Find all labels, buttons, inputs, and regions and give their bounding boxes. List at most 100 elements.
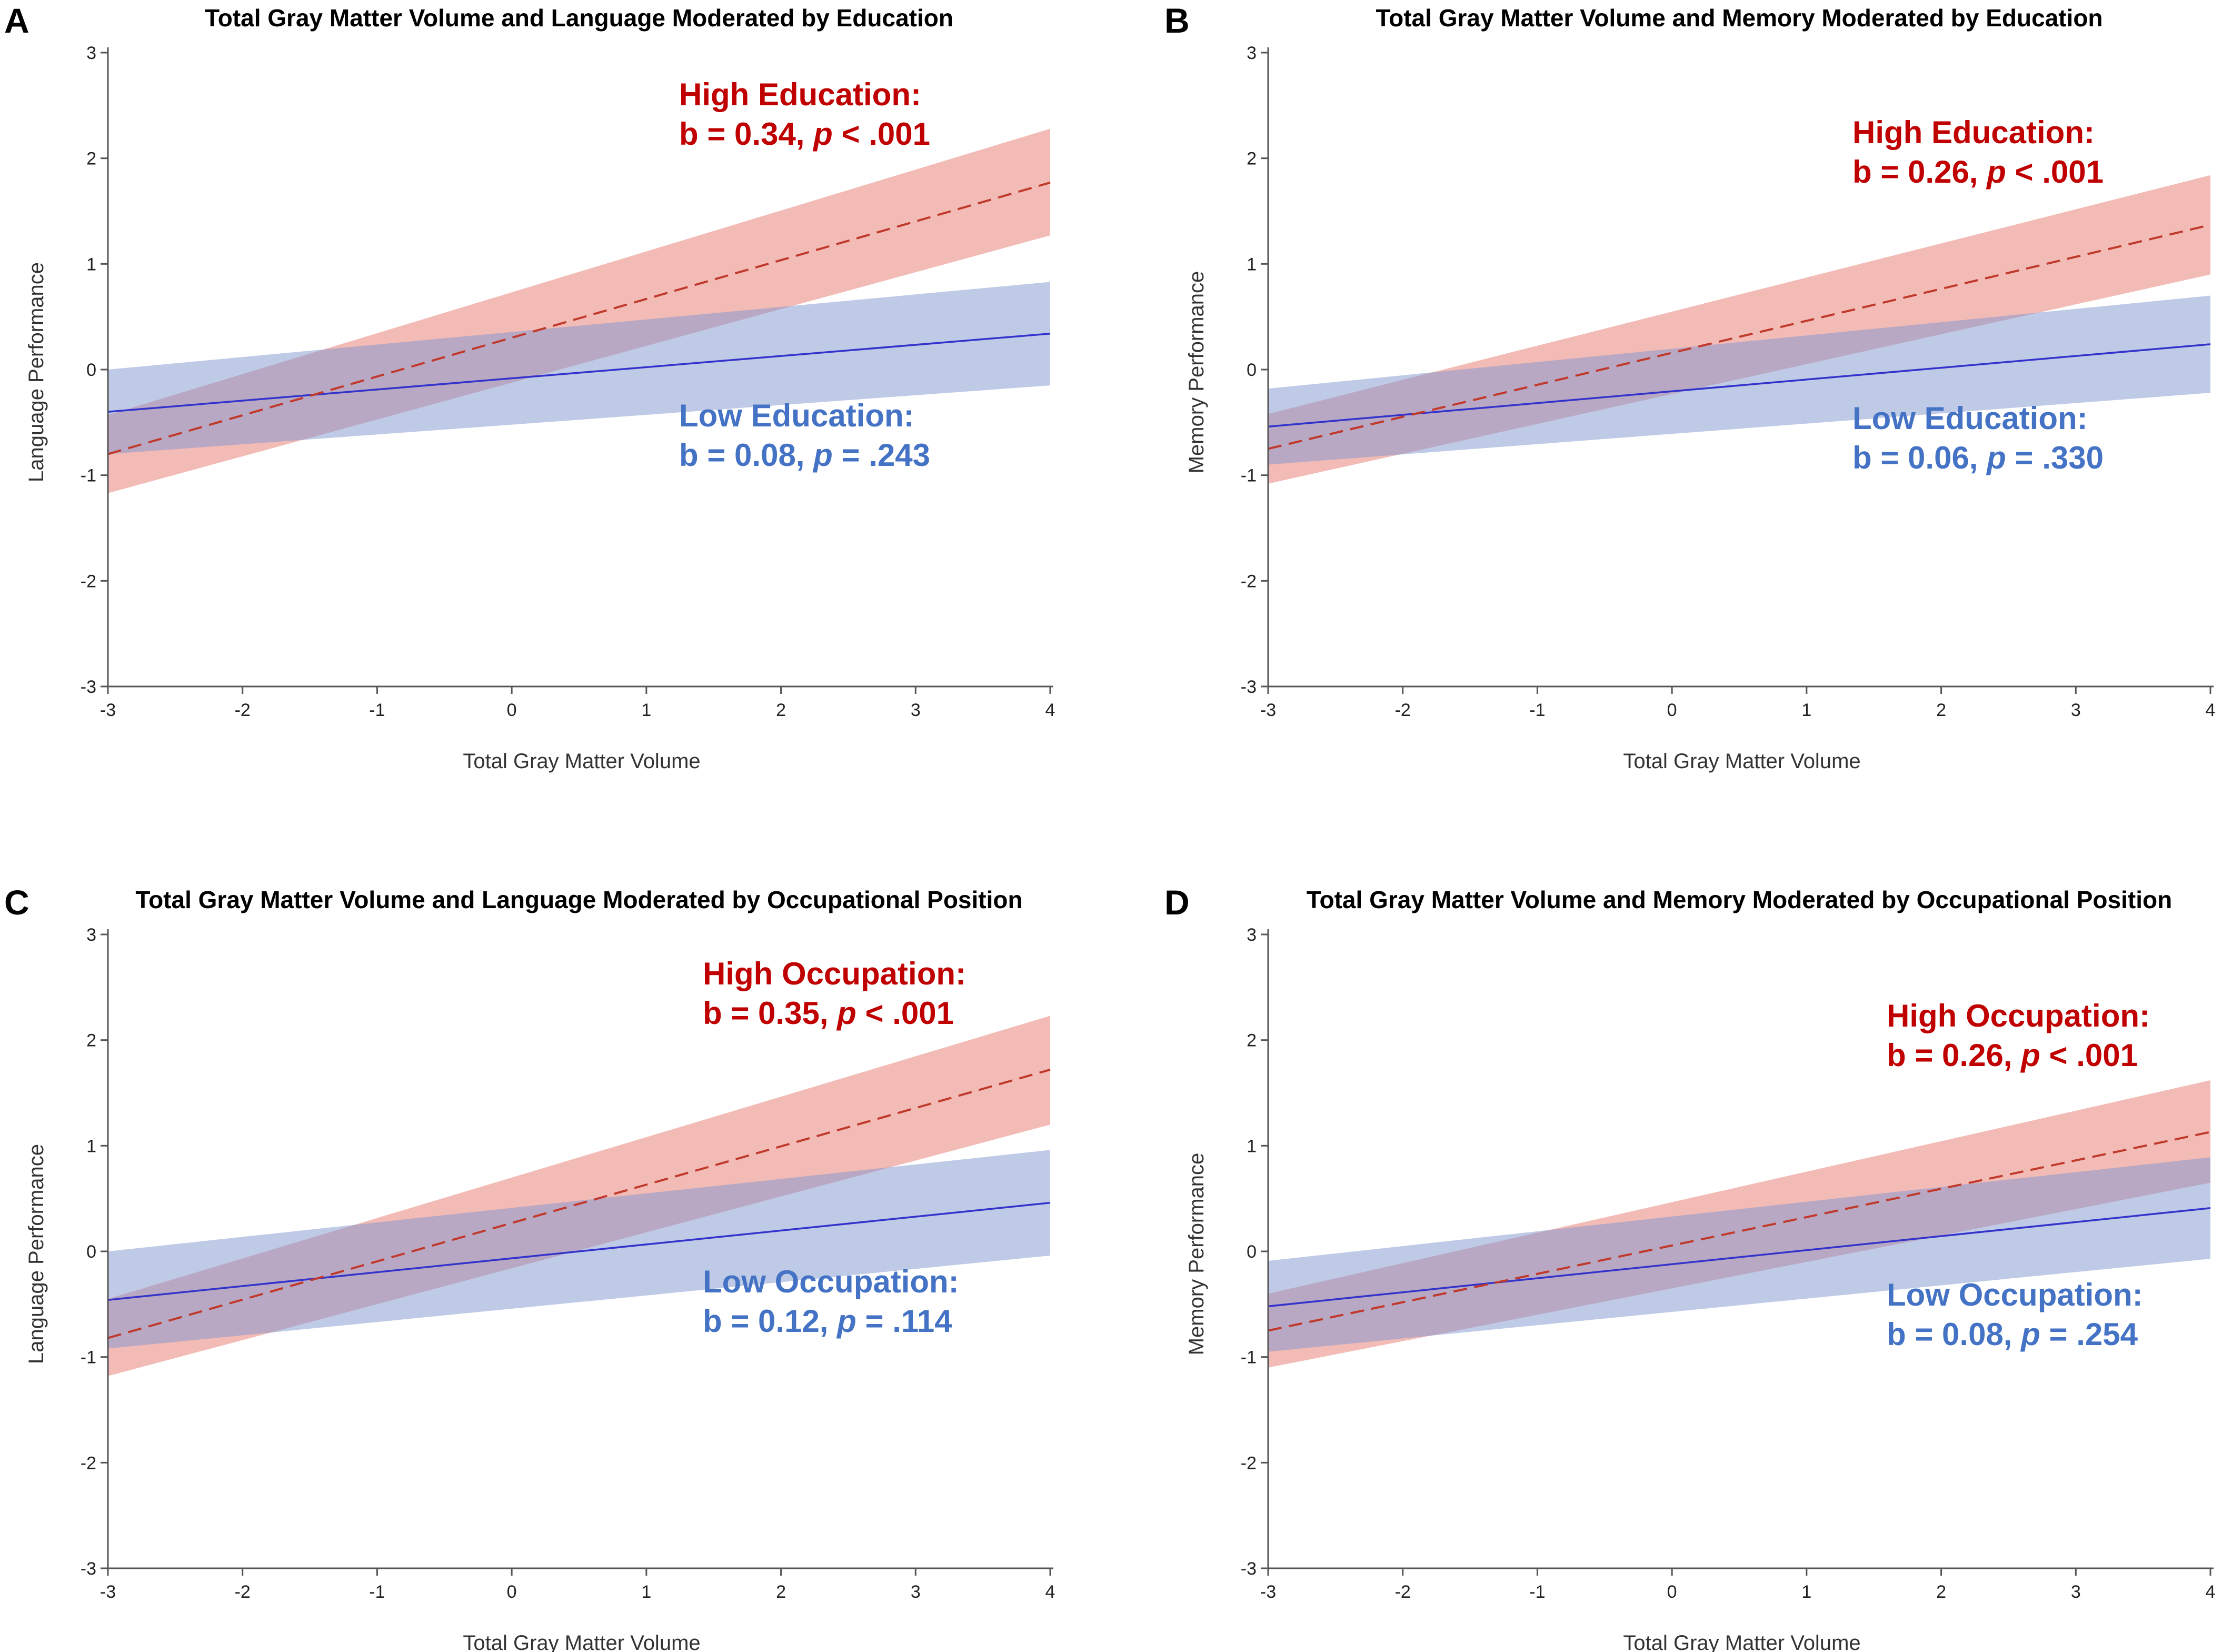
x-tick-label: 3 — [2071, 1582, 2081, 1602]
chart-title: Total Gray Matter Volume and Language Mo… — [135, 886, 1022, 913]
panel-letter: D — [1164, 883, 1190, 922]
x-tick-label: 3 — [911, 700, 921, 720]
series-line-high — [1268, 1131, 2211, 1332]
x-tick-label: 2 — [1936, 700, 1946, 720]
annotation-p-value: < .001 — [2040, 1038, 2138, 1073]
y-tick-label: 3 — [86, 925, 96, 945]
annotation-b-value: b = 0.26, — [1852, 154, 1987, 190]
panel-letter: B — [1164, 1, 1190, 40]
annotation-p-value: < .001 — [2006, 154, 2104, 190]
annotation-b-value: b = 0.26, — [1887, 1038, 2021, 1073]
y-tick-label: 3 — [86, 43, 96, 63]
annotation-p-value: = .254 — [2040, 1317, 2138, 1352]
ci-band-low — [1268, 295, 2210, 465]
y-tick-label: 2 — [1247, 1031, 1257, 1051]
x-tick-label: -3 — [1260, 700, 1276, 720]
series-line-high — [107, 1068, 1051, 1339]
y-axis-label: Memory Performance — [1185, 271, 1208, 474]
series-line-high — [1268, 224, 2211, 450]
y-tick-label: 0 — [1247, 1242, 1257, 1262]
x-tick-label: 1 — [1801, 1582, 1811, 1602]
y-axis-label: Memory Performance — [1185, 1153, 1208, 1356]
y-tick-label: -1 — [81, 1348, 96, 1368]
x-tick-label: 2 — [776, 1582, 786, 1602]
panel-b: B Total Gray Matter Volume and Memory Mod… — [1164, 1, 2215, 773]
annotation-b-value: b = 0.06, — [1852, 440, 1987, 475]
x-tick-label: -1 — [1529, 700, 1545, 720]
chart-title: Total Gray Matter Volume and Memory Mode… — [1307, 886, 2172, 913]
x-tick-label: -2 — [235, 1582, 251, 1602]
ci-band-low — [108, 282, 1050, 454]
annotation-low-label: Low Occupation: — [1887, 1277, 2143, 1312]
panel-letter: C — [4, 883, 29, 922]
annotation-low-stat: b = 0.06, p = .330 — [1852, 440, 2104, 475]
panel-letter: A — [4, 1, 29, 40]
annotation-p-symbol: p — [1986, 154, 2006, 190]
y-tick-label: -1 — [1241, 466, 1257, 486]
y-tick-label: -1 — [1241, 1348, 1257, 1368]
y-tick-label: 2 — [1247, 149, 1257, 169]
series-line-low — [107, 1201, 1051, 1301]
y-axis-label: Language Performance — [25, 262, 48, 482]
x-tick-label: 2 — [1936, 1582, 1946, 1602]
annotation-b-value: b = 0.08, — [1887, 1317, 2021, 1352]
annotation-p-symbol: p — [812, 437, 833, 473]
x-tick-label: -1 — [1529, 1582, 1545, 1602]
annotation-high-label: High Occupation: — [703, 956, 966, 991]
annotation-low-stat: b = 0.12, p = .114 — [703, 1303, 952, 1339]
annotation-low-label: Low Education: — [1852, 401, 2088, 436]
chart-title: Total Gray Matter Volume and Memory Mode… — [1376, 4, 2103, 32]
x-tick-label: -2 — [235, 700, 251, 720]
annotation-high-label: High Occupation: — [1887, 998, 2150, 1033]
series-line-low — [107, 333, 1051, 413]
x-tick-label: 2 — [776, 700, 786, 720]
annotation-p-symbol: p — [2020, 1317, 2040, 1352]
annotation-p-value: < .001 — [856, 996, 954, 1031]
y-tick-label: 1 — [86, 254, 96, 274]
x-tick-label: 1 — [1801, 700, 1811, 720]
x-tick-label: 0 — [507, 1582, 517, 1602]
y-tick-label: 1 — [86, 1136, 96, 1156]
ci-band-low — [1268, 1157, 2210, 1352]
annotation-high-stat: b = 0.35, p < .001 — [703, 996, 954, 1031]
y-tick-label: 3 — [1247, 925, 1257, 945]
series-line-low — [1268, 1207, 2211, 1308]
y-tick-label: -2 — [1241, 1453, 1257, 1473]
annotation-high-stat: b = 0.34, p < .001 — [679, 116, 930, 152]
y-axis-label: Language Performance — [25, 1144, 48, 1364]
x-tick-label: 0 — [1667, 1582, 1677, 1602]
y-tick-label: 2 — [86, 149, 96, 169]
panel-a: A Total Gray Matter Volume and Language M… — [4, 1, 1055, 773]
x-tick-label: 3 — [2071, 700, 2081, 720]
ci-band-low — [108, 1150, 1050, 1349]
x-axis-label: Total Gray Matter Volume — [463, 1631, 700, 1652]
x-tick-label: 4 — [2206, 1582, 2216, 1602]
annotation-p-symbol: p — [812, 116, 833, 152]
series-line-low — [1268, 343, 2211, 428]
y-tick-label: -3 — [1241, 1559, 1257, 1579]
x-tick-label: 1 — [641, 700, 651, 720]
annotation-p-symbol: p — [836, 1303, 856, 1339]
annotation-low-stat: b = 0.08, p = .254 — [1887, 1317, 2138, 1352]
x-tick-label: 4 — [2206, 700, 2216, 720]
panel-c: C Total Gray Matter Volume and Language M… — [4, 883, 1055, 1652]
x-tick-label: -3 — [100, 1582, 116, 1602]
annotation-high-label: High Education: — [1852, 115, 2095, 150]
annotation-b-value: b = 0.35, — [703, 996, 837, 1031]
y-tick-label: 3 — [1247, 43, 1257, 63]
annotation-b-value: b = 0.08, — [679, 437, 813, 473]
annotation-high-stat: b = 0.26, p < .001 — [1887, 1038, 2138, 1073]
y-tick-label: 0 — [1247, 360, 1257, 380]
y-tick-label: 2 — [86, 1031, 96, 1051]
y-tick-label: -2 — [81, 571, 96, 591]
y-tick-label: -2 — [1241, 571, 1257, 591]
x-tick-label: 0 — [507, 700, 517, 720]
x-tick-label: -2 — [1395, 1582, 1411, 1602]
annotation-low-label: Low Education: — [679, 398, 914, 433]
y-tick-label: -2 — [81, 1453, 96, 1473]
annotation-low-stat: b = 0.08, p = .243 — [679, 437, 930, 473]
y-tick-label: 0 — [86, 360, 96, 380]
x-tick-label: -3 — [1260, 1582, 1276, 1602]
annotation-b-value: b = 0.34, — [679, 116, 813, 152]
x-tick-label: -2 — [1395, 700, 1411, 720]
